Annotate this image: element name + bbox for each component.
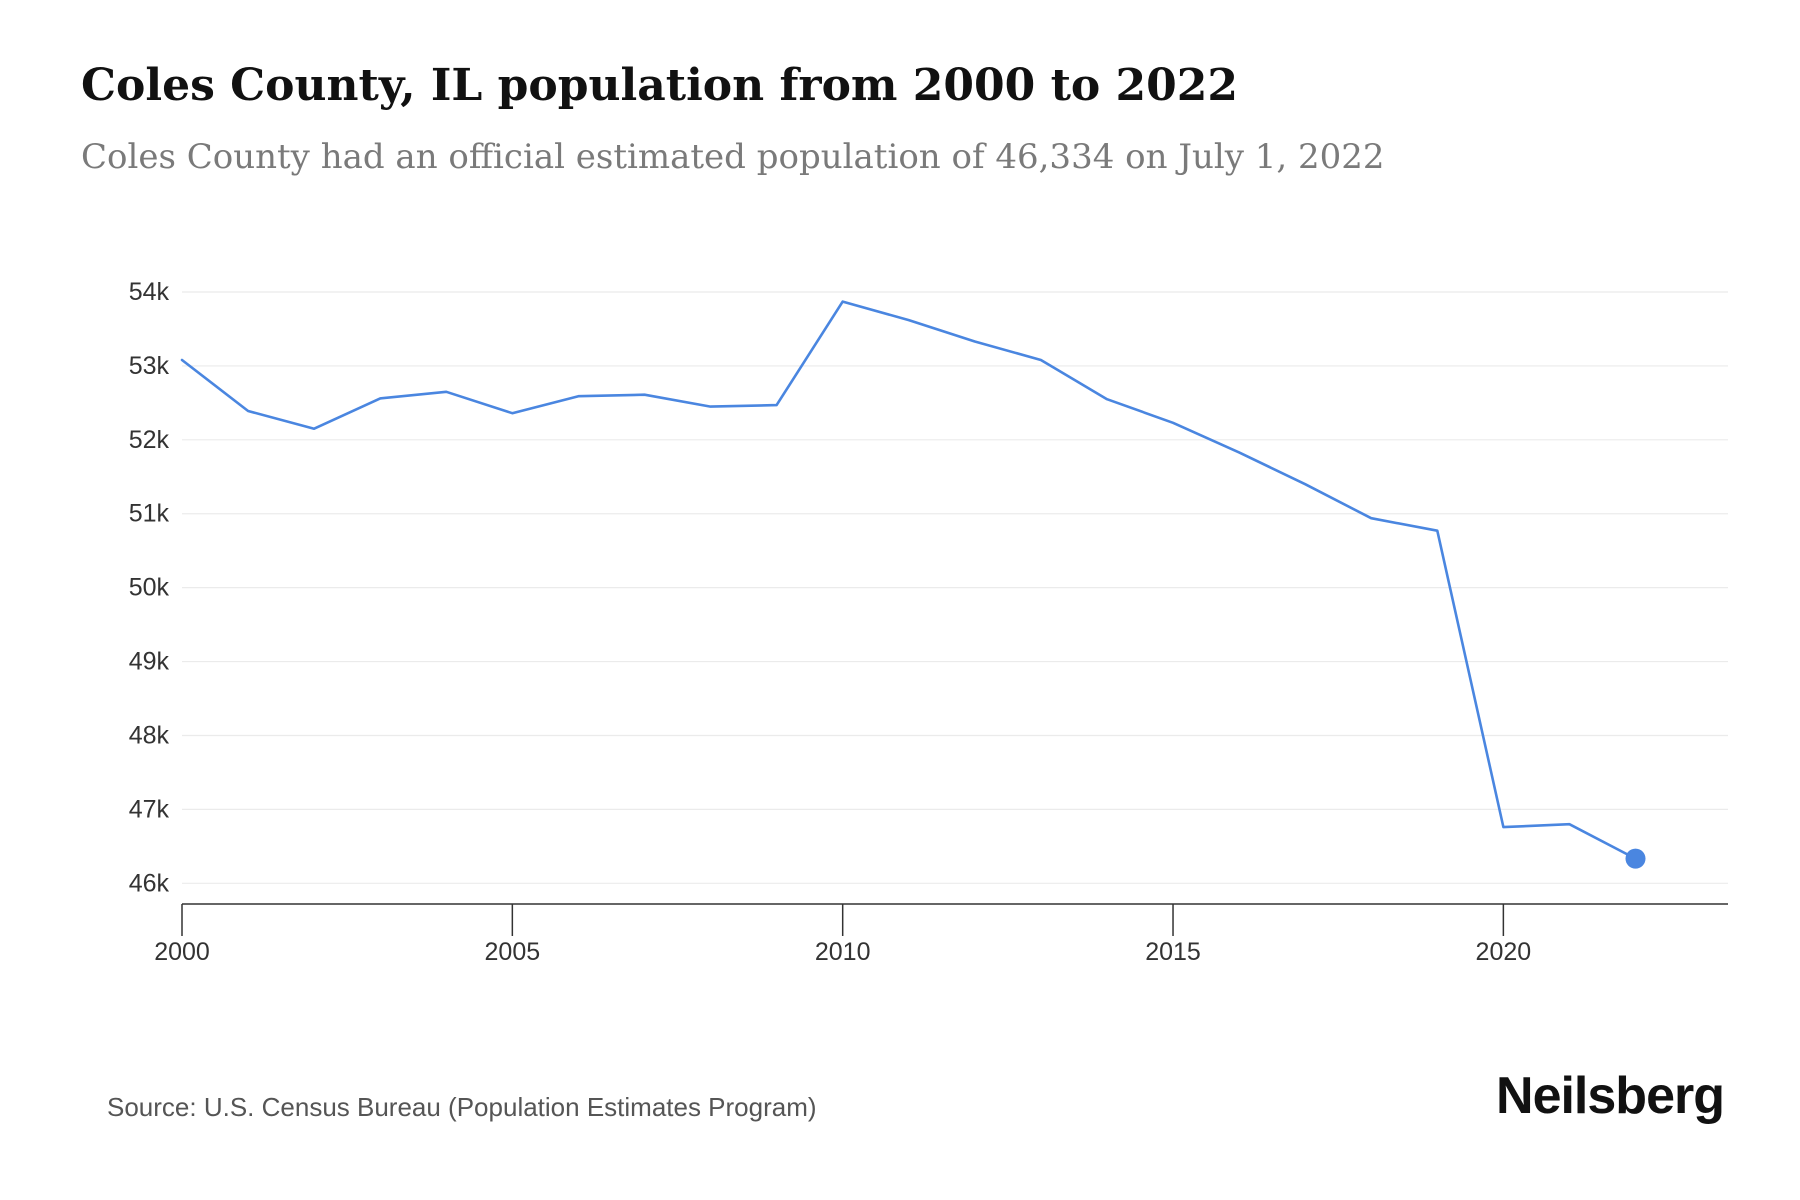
y-tick-label: 48k bbox=[129, 721, 170, 749]
chart-subtitle: Coles County had an official estimated p… bbox=[81, 137, 1385, 177]
y-tick-label: 50k bbox=[129, 574, 170, 602]
x-tick-label: 2015 bbox=[1145, 938, 1201, 966]
y-tick-label: 54k bbox=[129, 278, 170, 306]
x-tick-label: 2020 bbox=[1476, 938, 1532, 966]
source-note: Source: U.S. Census Bureau (Population E… bbox=[107, 1092, 817, 1122]
grid-lines bbox=[182, 291, 1728, 884]
x-tick-label: 2010 bbox=[815, 938, 871, 966]
last-point-marker bbox=[1625, 848, 1646, 869]
y-axis-ticks: 46k 47k 48k 49k 50k 51k 52k 53k 54k bbox=[129, 278, 170, 897]
population-line bbox=[180, 300, 1637, 860]
y-tick-label: 52k bbox=[129, 426, 170, 454]
brand-logo: Neilsberg bbox=[1496, 1067, 1725, 1125]
y-tick-label: 46k bbox=[129, 869, 170, 897]
x-axis: 2000 2005 2010 2015 2020 bbox=[154, 903, 1728, 966]
y-tick-label: 47k bbox=[129, 795, 170, 823]
x-tick-label: 2000 bbox=[154, 938, 210, 966]
x-tick-label: 2005 bbox=[485, 938, 541, 966]
y-tick-label: 49k bbox=[129, 648, 170, 676]
chart-title: Coles County, IL population from 2000 to… bbox=[81, 60, 1239, 111]
y-tick-label: 51k bbox=[129, 500, 170, 528]
series-population bbox=[180, 300, 1646, 869]
y-tick-label: 53k bbox=[129, 352, 170, 380]
